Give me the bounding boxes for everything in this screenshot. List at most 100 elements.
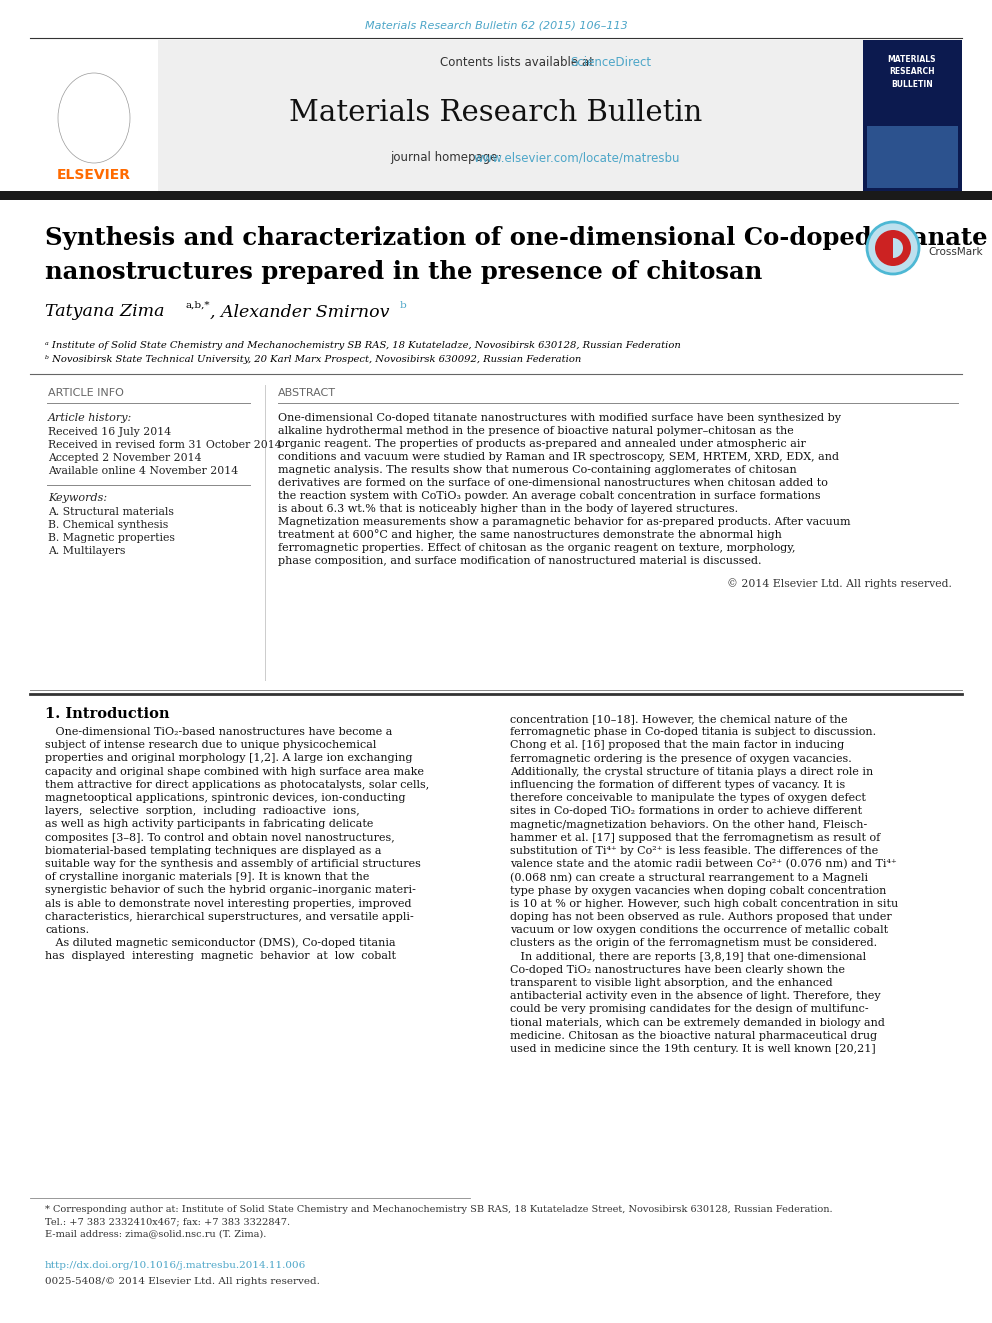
Text: the reaction system with CoTiO₃ powder. An average cobalt concentration in surfa: the reaction system with CoTiO₃ powder. … [278,491,820,501]
Text: Tel.: +7 383 2332410x467; fax: +7 383 3322847.: Tel.: +7 383 2332410x467; fax: +7 383 33… [45,1217,290,1226]
Text: capacity and original shape combined with high surface area make: capacity and original shape combined wit… [45,766,424,777]
Text: layers,  selective  sorption,  including  radioactive  ions,: layers, selective sorption, including ra… [45,806,360,816]
Text: Materials Research Bulletin 62 (2015) 106–113: Materials Research Bulletin 62 (2015) 10… [365,21,627,30]
Text: Magnetization measurements show a paramagnetic behavior for as-prepared products: Magnetization measurements show a parama… [278,517,850,527]
Text: als is able to demonstrate novel interesting properties, improved: als is able to demonstrate novel interes… [45,898,412,909]
Text: tional materials, which can be extremely demanded in biology and: tional materials, which can be extremely… [510,1017,885,1028]
Text: ARTICLE INFO: ARTICLE INFO [48,388,124,398]
Text: transparent to visible light absorption, and the enhanced: transparent to visible light absorption,… [510,978,832,988]
Text: b: b [400,300,407,310]
Text: CrossMark: CrossMark [928,247,983,257]
Text: ferromagnetic properties. Effect of chitosan as the organic reagent on texture, : ferromagnetic properties. Effect of chit… [278,542,796,553]
Text: Available online 4 November 2014: Available online 4 November 2014 [48,466,238,476]
Text: is about 6.3 wt.% that is noticeably higher than in the body of layered structur: is about 6.3 wt.% that is noticeably hig… [278,504,738,515]
Text: synergistic behavior of such the hybrid organic–inorganic materi-: synergistic behavior of such the hybrid … [45,885,416,896]
Bar [30,40,863,192]
Bar [863,40,962,192]
Text: clusters as the origin of the ferromagnetism must be considered.: clusters as the origin of the ferromagne… [510,938,877,949]
Text: composites [3–8]. To control and obtain novel nanostructures,: composites [3–8]. To control and obtain … [45,832,395,843]
Text: ScienceDirect: ScienceDirect [570,56,652,69]
Text: http://dx.doi.org/10.1016/j.matresbu.2014.11.006: http://dx.doi.org/10.1016/j.matresbu.201… [45,1261,307,1270]
Text: doping has not been observed as rule. Authors proposed that under: doping has not been observed as rule. Au… [510,912,892,922]
Text: concentration [10–18]. However, the chemical nature of the: concentration [10–18]. However, the chem… [510,714,847,724]
Text: B. Magnetic properties: B. Magnetic properties [48,533,175,542]
Text: As diluted magnetic semiconductor (DMS), Co-doped titania: As diluted magnetic semiconductor (DMS),… [45,938,396,949]
Text: valence state and the atomic radii between Co²⁺ (0.076 nm) and Ti⁴⁺: valence state and the atomic radii betwe… [510,859,897,869]
Wedge shape [893,230,911,266]
Text: Accepted 2 November 2014: Accepted 2 November 2014 [48,452,201,463]
Text: ᵇ Novosibirsk State Technical University, 20 Karl Marx Prospect, Novosibirsk 630: ᵇ Novosibirsk State Technical University… [45,356,581,365]
Text: 0025-5408/© 2014 Elsevier Ltd. All rights reserved.: 0025-5408/© 2014 Elsevier Ltd. All right… [45,1277,319,1286]
Text: antibacterial activity even in the absence of light. Therefore, they: antibacterial activity even in the absen… [510,991,881,1002]
Text: Synthesis and characterization of one-dimensional Co-doped titanate: Synthesis and characterization of one-di… [45,226,987,250]
Text: alkaline hydrothermal method in the presence of bioactive natural polymer–chitos: alkaline hydrothermal method in the pres… [278,426,794,437]
Text: of crystalline inorganic materials [9]. It is known that the: of crystalline inorganic materials [9]. … [45,872,369,882]
Text: Tatyana Zima: Tatyana Zima [45,303,170,320]
Text: vacuum or low oxygen conditions the occurrence of metallic cobalt: vacuum or low oxygen conditions the occu… [510,925,888,935]
Text: a,b,*: a,b,* [186,300,210,310]
Text: Received 16 July 2014: Received 16 July 2014 [48,427,172,437]
Text: magnetooptical applications, spintronic devices, ion-conducting: magnetooptical applications, spintronic … [45,792,406,803]
Text: One-dimensional TiO₂-based nanostructures have become a: One-dimensional TiO₂-based nanostructure… [45,728,393,737]
Text: medicine. Chitosan as the bioactive natural pharmaceutical drug: medicine. Chitosan as the bioactive natu… [510,1031,877,1041]
Text: has  displayed  interesting  magnetic  behavior  at  low  cobalt: has displayed interesting magnetic behav… [45,951,396,962]
Text: characteristics, hierarchical superstructures, and versatile appli-: characteristics, hierarchical superstruc… [45,912,414,922]
Text: Keywords:: Keywords: [48,493,107,503]
Text: sites in Co-doped TiO₂ formations in order to achieve different: sites in Co-doped TiO₂ formations in ord… [510,807,862,816]
Text: properties and original morphology [1,2]. A large ion exchanging: properties and original morphology [1,2]… [45,753,413,763]
Text: Chong et al. [16] proposed that the main factor in inducing: Chong et al. [16] proposed that the main… [510,741,844,750]
Text: A. Multilayers: A. Multilayers [48,546,125,556]
Text: ferromagnetic phase in Co-doped titania is subject to discussion.: ferromagnetic phase in Co-doped titania … [510,728,876,737]
Text: therefore conceivable to manipulate the types of oxygen defect: therefore conceivable to manipulate the … [510,794,866,803]
Text: suitable way for the synthesis and assembly of artificial structures: suitable way for the synthesis and assem… [45,859,421,869]
Text: used in medicine since the 19th century. It is well known [20,21]: used in medicine since the 19th century.… [510,1044,876,1054]
Text: organic reagent. The properties of products as-prepared and annealed under atmos: organic reagent. The properties of produ… [278,439,806,448]
Text: phase composition, and surface modification of nanostructured material is discus: phase composition, and surface modificat… [278,556,762,566]
Text: ferromagnetic ordering is the presence of oxygen vacancies.: ferromagnetic ordering is the presence o… [510,754,852,763]
Text: subject of intense research due to unique physicochemical: subject of intense research due to uniqu… [45,740,376,750]
Text: Contents lists available at: Contents lists available at [440,56,597,69]
Text: © 2014 Elsevier Ltd. All rights reserved.: © 2014 Elsevier Ltd. All rights reserved… [727,578,952,589]
Text: In additional, there are reports [3,8,19] that one-dimensional: In additional, there are reports [3,8,19… [510,951,866,962]
Text: A. Structural materials: A. Structural materials [48,507,174,517]
Text: magnetic/magnetization behaviors. On the other hand, Fleisch-: magnetic/magnetization behaviors. On the… [510,820,867,830]
Bar [0,191,992,200]
Text: nanostructures prepared in the presence of chitosan: nanostructures prepared in the presence … [45,261,762,284]
Text: could be very promising candidates for the design of multifunc-: could be very promising candidates for t… [510,1004,869,1015]
Text: influencing the formation of different types of vacancy. It is: influencing the formation of different t… [510,781,845,790]
Text: conditions and vacuum were studied by Raman and IR spectroscopy, SEM, HRTEM, XRD: conditions and vacuum were studied by Ra… [278,452,839,462]
Text: Materials Research Bulletin: Materials Research Bulletin [290,99,702,127]
Text: ABSTRACT: ABSTRACT [278,388,336,398]
Text: biomaterial-based templating techniques are displayed as a: biomaterial-based templating techniques … [45,845,382,856]
Bar [30,40,158,192]
Text: treatment at 600°C and higher, the same nanostructures demonstrate the abnormal : treatment at 600°C and higher, the same … [278,529,782,540]
Text: as well as high activity participants in fabricating delicate: as well as high activity participants in… [45,819,373,830]
Text: derivatives are formed on the surface of one-dimensional nanostructures when chi: derivatives are formed on the surface of… [278,478,828,488]
Text: * Corresponding author at: Institute of Solid State Chemistry and Mechanochemist: * Corresponding author at: Institute of … [45,1205,832,1215]
Text: cations.: cations. [45,925,89,935]
Text: them attractive for direct applications as photocatalysts, solar cells,: them attractive for direct applications … [45,779,430,790]
Text: E-mail address: zima@solid.nsc.ru (T. Zima).: E-mail address: zima@solid.nsc.ru (T. Zi… [45,1229,267,1238]
Text: Article history:: Article history: [48,413,132,423]
Text: journal homepage:: journal homepage: [390,152,505,164]
Text: substitution of Ti⁴⁺ by Co²⁺ is less feasible. The differences of the: substitution of Ti⁴⁺ by Co²⁺ is less fea… [510,845,878,856]
Text: magnetic analysis. The results show that numerous Co-containing agglomerates of : magnetic analysis. The results show that… [278,464,797,475]
Text: is 10 at % or higher. However, such high cobalt concentration in situ: is 10 at % or higher. However, such high… [510,898,898,909]
Text: hammer et al. [17] supposed that the ferromagnetism as result of: hammer et al. [17] supposed that the fer… [510,832,880,843]
Text: B. Chemical synthesis: B. Chemical synthesis [48,520,169,531]
Text: Co-doped TiO₂ nanostructures have been clearly shown the: Co-doped TiO₂ nanostructures have been c… [510,964,845,975]
Circle shape [867,222,919,274]
Text: Received in revised form 31 October 2014: Received in revised form 31 October 2014 [48,441,282,450]
Bar [867,126,958,188]
Wedge shape [875,230,893,266]
Text: 1. Introduction: 1. Introduction [45,706,170,721]
Text: ᵃ Institute of Solid State Chemistry and Mechanochemistry SB RAS, 18 Kutateladze: ᵃ Institute of Solid State Chemistry and… [45,340,681,349]
Text: type phase by oxygen vacancies when doping cobalt concentration: type phase by oxygen vacancies when dopi… [510,885,887,896]
Text: MATERIALS
RESEARCH
BULLETIN: MATERIALS RESEARCH BULLETIN [888,56,936,89]
Text: , Alexander Smirnov: , Alexander Smirnov [210,303,395,320]
Text: (0.068 nm) can create a structural rearrangement to a Magneli: (0.068 nm) can create a structural rearr… [510,872,868,882]
Text: One-dimensional Co-doped titanate nanostructures with modified surface have been: One-dimensional Co-doped titanate nanost… [278,413,841,423]
Text: ELSEVIER: ELSEVIER [57,168,131,183]
Text: www.elsevier.com/locate/matresbu: www.elsevier.com/locate/matresbu [474,152,681,164]
Text: Additionally, the crystal structure of titania plays a direct role in: Additionally, the crystal structure of t… [510,767,873,777]
